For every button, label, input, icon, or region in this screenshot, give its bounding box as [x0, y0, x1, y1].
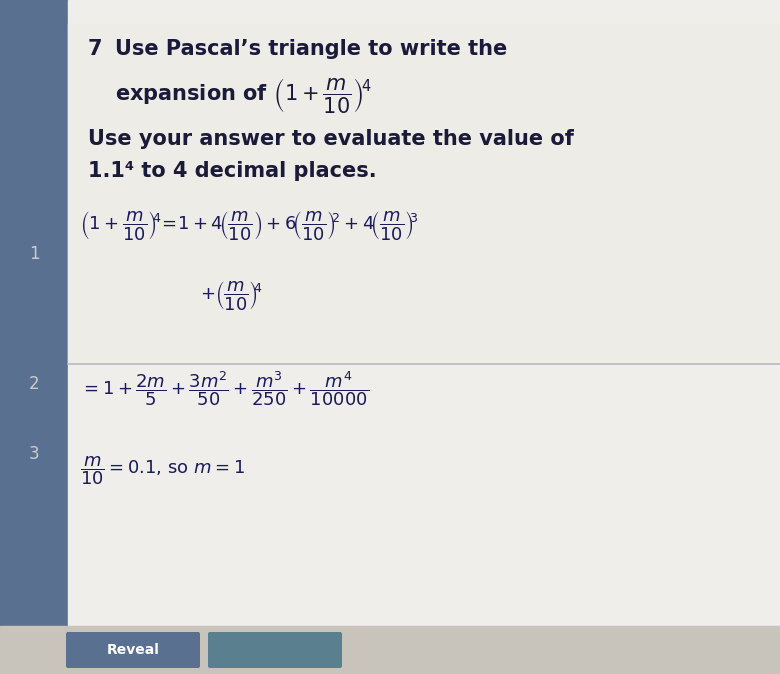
Text: 1.1⁴ to 4 decimal places.: 1.1⁴ to 4 decimal places.	[88, 161, 377, 181]
Text: $\dfrac{m}{10}=0.1$, so $m=1$: $\dfrac{m}{10}=0.1$, so $m=1$	[80, 454, 245, 487]
Text: 1: 1	[29, 245, 39, 263]
Bar	[68, 24, 780, 364]
Text: $+\left(\dfrac{m}{10}\right)^{\!\!4}$: $+\left(\dfrac{m}{10}\right)^{\!\!4}$	[200, 279, 263, 312]
FancyBboxPatch shape	[66, 632, 200, 668]
Text: expansion of $\left(1+\dfrac{m}{10}\right)^{\!4}$: expansion of $\left(1+\dfrac{m}{10}\righ…	[115, 76, 371, 115]
Text: 2: 2	[29, 375, 39, 393]
Text: $=1+\dfrac{2m}{5}+\dfrac{3m^2}{50}+\dfrac{m^3}{250}+\dfrac{m^4}{10000}$: $=1+\dfrac{2m}{5}+\dfrac{3m^2}{50}+\dfra…	[80, 369, 369, 408]
FancyBboxPatch shape	[208, 632, 342, 668]
Bar	[0, 0, 780, 24]
Text: Use your answer to evaluate the value of: Use your answer to evaluate the value of	[88, 129, 574, 149]
Bar	[0, 626, 780, 674]
Text: Reveal: Reveal	[107, 643, 159, 657]
Text: 3: 3	[29, 445, 39, 463]
Text: 7: 7	[88, 39, 102, 59]
Text: $\left(1+\dfrac{m}{10}\right)^{\!\!4}\!=\!1+4\!\left(\dfrac{m}{10}\right)+6\!\le: $\left(1+\dfrac{m}{10}\right)^{\!\!4}\!=…	[80, 209, 419, 242]
Bar	[0, 0, 68, 674]
Text: Use Pascal’s triangle to write the: Use Pascal’s triangle to write the	[115, 39, 507, 59]
